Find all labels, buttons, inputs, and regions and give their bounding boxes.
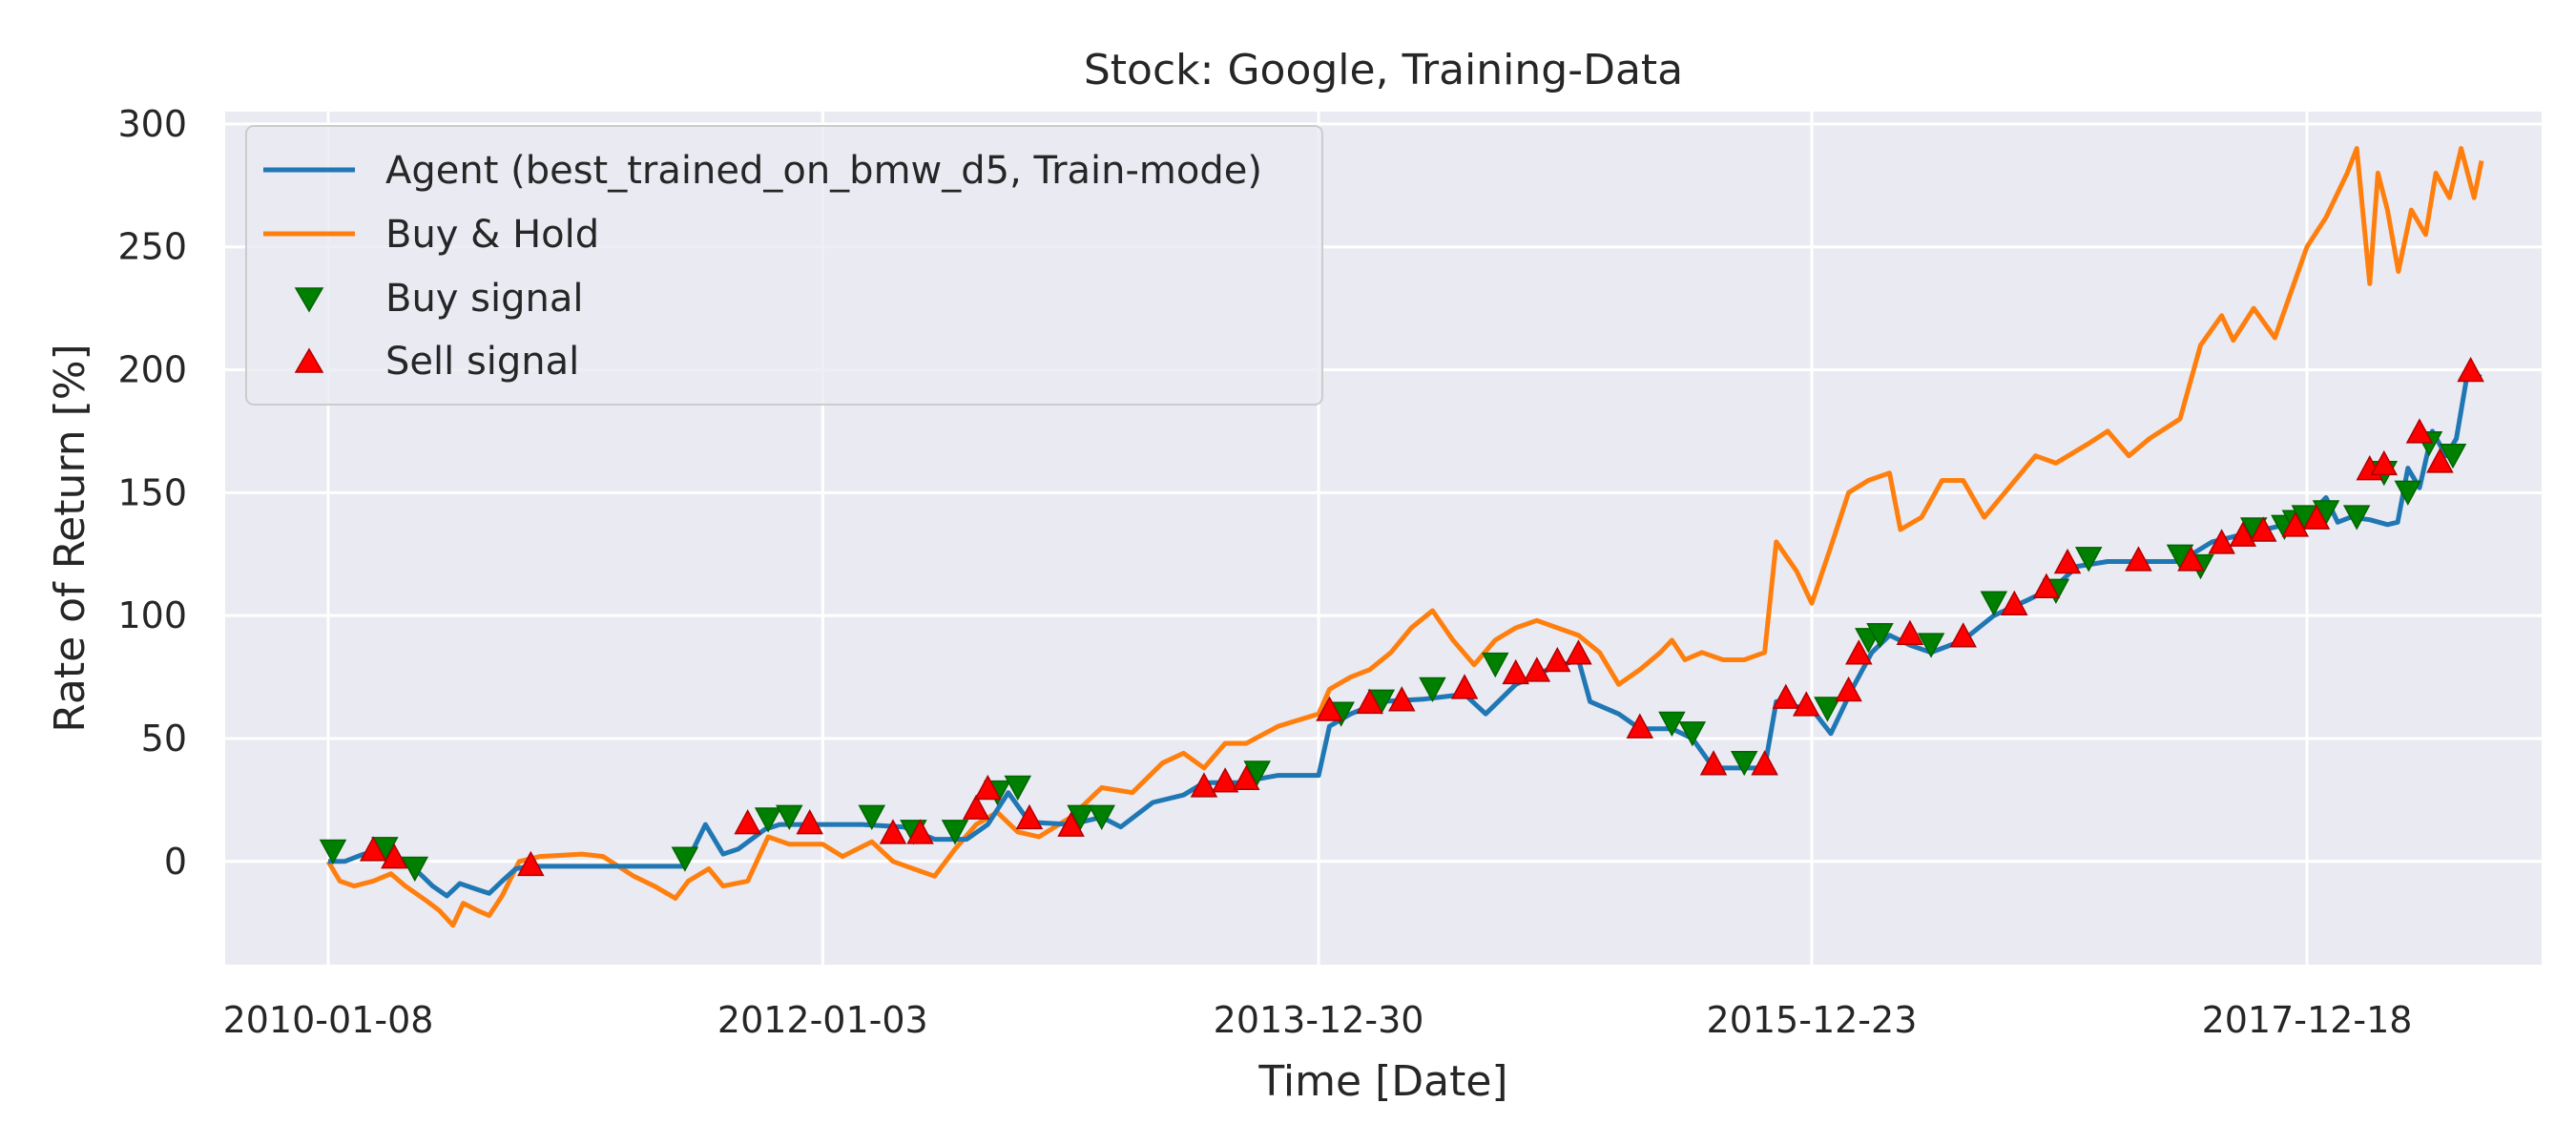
- sell-signal-marker-29: [1896, 619, 1924, 645]
- buy-signal-marker-16: [1419, 677, 1446, 703]
- x-tick-label-2: 2013-12-30: [1214, 999, 1424, 1041]
- sell-signal-marker-17: [1450, 674, 1479, 699]
- sell-signal-marker-14: [1316, 696, 1343, 721]
- sell-signal-marker-32: [2032, 572, 2061, 598]
- chart-title: Stock: Google, Training-Data: [1084, 46, 1683, 94]
- buy-signal-marker-2: [401, 856, 429, 883]
- sell-signal-marker-3: [734, 808, 761, 835]
- sell-signal-marker-42: [2370, 449, 2399, 476]
- legend: Agent (best_trained_on_bmw_d5, Train-mod…: [245, 125, 1323, 406]
- buy-signal-marker-8: [941, 820, 969, 845]
- x-tick-label-3: 2015-12-23: [1707, 999, 1918, 1041]
- buy-signal-marker-35: [2342, 505, 2371, 531]
- buy-signal-marker-39: [2439, 443, 2467, 469]
- buy-signal-marker-12: [1088, 804, 1115, 830]
- sell-signal-marker-18: [1502, 658, 1529, 685]
- sell-signal-marker-2: [517, 850, 545, 877]
- buy-signal-marker-23: [1866, 623, 1894, 649]
- buy-signal-marker-20: [1730, 750, 1758, 777]
- legend-agent-label: Agent (best_trained_on_bmw_d5, Train-mod…: [385, 149, 1262, 193]
- sell-signal-marker-11: [1190, 772, 1218, 798]
- sell-signal-marker-19: [1523, 656, 1551, 682]
- x-tick-label-0: 2010-01-08: [223, 999, 434, 1041]
- buy-signal-marker-18: [1658, 711, 1686, 738]
- sell-signal-marker-39: [2281, 511, 2310, 537]
- sell-signal-marker-24: [1751, 750, 1778, 776]
- sell-signal-marker-25: [1772, 683, 1800, 709]
- buy-signal-marker-13: [1243, 760, 1271, 786]
- buy-signal-marker-21: [1814, 697, 1841, 722]
- legend-sell-marker: [294, 347, 324, 373]
- sell-signal-marker-15: [1356, 688, 1383, 715]
- series: [319, 146, 2484, 928]
- sell-signal-marker-1: [381, 843, 408, 869]
- legend-buy-label: Buy signal: [385, 277, 584, 321]
- buy-signal-marker-10: [1004, 775, 1032, 802]
- sell-signal-marker-21: [1565, 639, 1592, 665]
- sell-signal-marker-20: [1544, 646, 1571, 673]
- sell-signal-marker-35: [2177, 546, 2205, 572]
- sell-signal-marker-34: [2125, 546, 2152, 572]
- sell-signal-marker-36: [2208, 529, 2235, 554]
- sell-signal-marker-9: [1015, 803, 1044, 830]
- sell-signal-marker-16: [1388, 686, 1416, 712]
- buy-signal-marker-11: [1067, 804, 1094, 830]
- sell-signal-marker-4: [796, 808, 823, 835]
- sell-signal-marker-45: [2457, 356, 2484, 383]
- x-tick-label-1: 2012-01-03: [717, 999, 928, 1041]
- legend-buyhold-label: Buy & Hold: [385, 213, 599, 257]
- buy-signal-marker-19: [1678, 721, 1707, 747]
- sell-signal-marker-23: [1699, 750, 1728, 776]
- sell-signal-marker-7: [962, 794, 990, 820]
- sell-signal-marker-40: [2302, 504, 2331, 530]
- sell-signal-marker-43: [2405, 418, 2434, 444]
- legend-buy-marker: [294, 287, 324, 313]
- sell-signal-marker-13: [1233, 764, 1260, 790]
- buy-signal-marker-3: [671, 846, 699, 872]
- buy-signal-marker-6: [858, 804, 886, 830]
- sell-signal-marker-38: [2249, 516, 2277, 542]
- sell-signal-marker-33: [2053, 548, 2082, 574]
- x-axis-label: Time [Date]: [1257, 1057, 1507, 1106]
- buy-signal-marker-17: [1481, 652, 1509, 678]
- sell-signal-marker-6: [906, 819, 934, 844]
- buy-signal-marker-0: [319, 839, 347, 865]
- sell-signal-marker-27: [1835, 676, 1862, 702]
- sell-signal-marker-28: [1845, 639, 1873, 665]
- legend-sell-label: Sell signal: [385, 340, 579, 384]
- agent-line: [328, 372, 2483, 899]
- sell-signal-marker-8: [974, 774, 1002, 801]
- buy-signal-marker-25: [1980, 591, 2008, 616]
- buy-signal-marker-27: [2074, 547, 2103, 572]
- buy-signal-marker-37: [2394, 480, 2422, 506]
- y-tick-label-1: 50: [141, 718, 187, 760]
- sell-signal-marker-37: [2229, 521, 2257, 547]
- sell-signal-marker-5: [879, 819, 907, 844]
- y-tick-label-4: 200: [117, 349, 187, 391]
- y-tick-label-5: 250: [117, 226, 187, 268]
- sell-signal-marker-44: [2426, 448, 2454, 473]
- buy-signal-marker-4: [754, 807, 782, 833]
- sell-signal-marker-12: [1211, 767, 1239, 793]
- sell-signal-marker-30: [1949, 622, 1977, 648]
- sell-signal-marker-22: [1626, 713, 1654, 739]
- y-tick-label-2: 100: [117, 594, 187, 636]
- legend-box: [245, 125, 1323, 406]
- x-tick-label-4: 2017-12-18: [2202, 999, 2413, 1041]
- y-axis-label: Rate of Return [%]: [46, 344, 94, 732]
- tick-labels: 0 50 100 150 200 250 300 2010-01-08 2012-01-03 20…: [117, 103, 2412, 1041]
- y-tick-label-6: 300: [117, 103, 187, 145]
- sell-signal-marker-0: [359, 836, 387, 862]
- y-tick-label-3: 150: [117, 471, 187, 513]
- buy-signal-marker-5: [776, 804, 803, 830]
- buy-signal-marker-24: [1917, 633, 1945, 658]
- sell-signal-marker-10: [1057, 811, 1085, 837]
- sell-signal-marker-26: [1792, 691, 1820, 717]
- sell-signal-marker-31: [2001, 590, 2028, 616]
- buy-hold-line: [325, 146, 2484, 928]
- y-tick-label-0: 0: [164, 841, 187, 883]
